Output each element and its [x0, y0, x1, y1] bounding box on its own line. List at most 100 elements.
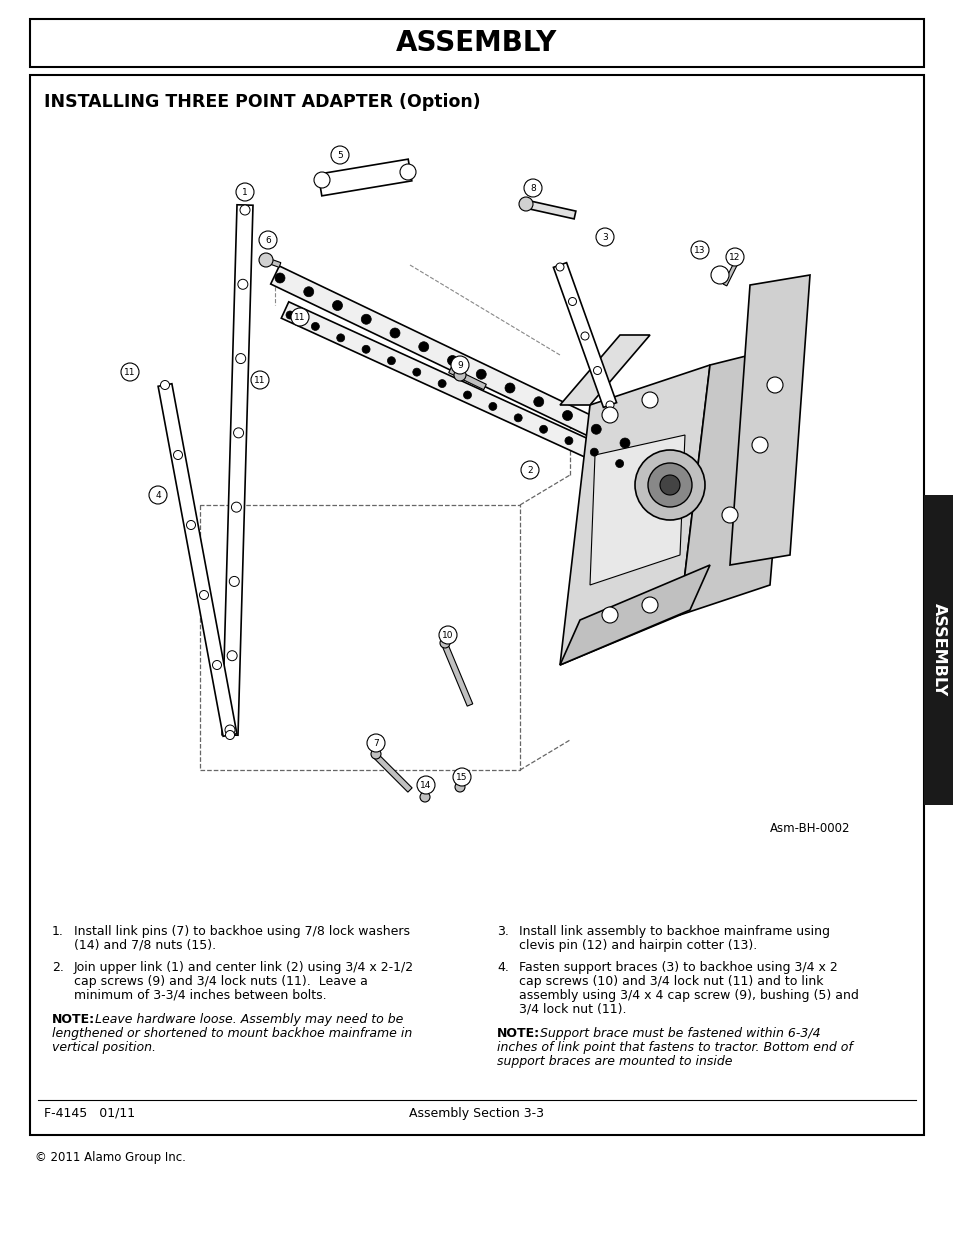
Text: 2: 2	[527, 466, 533, 474]
Circle shape	[523, 179, 541, 198]
Text: NOTE:: NOTE:	[497, 1028, 539, 1040]
Polygon shape	[559, 335, 649, 405]
Circle shape	[232, 503, 241, 513]
Text: © 2011 Alamo Group Inc.: © 2011 Alamo Group Inc.	[35, 1151, 186, 1163]
Circle shape	[766, 377, 782, 393]
Text: 11: 11	[254, 375, 266, 384]
Text: 15: 15	[456, 773, 467, 782]
Text: 4.: 4.	[497, 961, 508, 974]
Circle shape	[160, 380, 170, 389]
Circle shape	[593, 367, 601, 374]
Circle shape	[199, 590, 209, 599]
Circle shape	[556, 263, 563, 270]
Circle shape	[438, 626, 456, 643]
Polygon shape	[589, 435, 684, 585]
Circle shape	[186, 520, 195, 530]
Text: assembly using 3/4 x 4 cap screw (9), bushing (5) and: assembly using 3/4 x 4 cap screw (9), bu…	[518, 989, 858, 1002]
Text: Install link assembly to backhoe mainframe using: Install link assembly to backhoe mainfra…	[518, 925, 829, 939]
Circle shape	[539, 425, 547, 433]
Bar	[30, 75, 923, 1135]
Text: 3: 3	[601, 232, 607, 242]
Circle shape	[518, 198, 533, 211]
Circle shape	[476, 369, 486, 379]
Circle shape	[227, 651, 237, 661]
Circle shape	[619, 438, 629, 448]
Text: 13: 13	[694, 246, 705, 254]
Circle shape	[596, 228, 614, 246]
Circle shape	[258, 253, 273, 267]
Circle shape	[591, 425, 600, 435]
Text: (14) and 7/8 nuts (15).: (14) and 7/8 nuts (15).	[74, 939, 216, 952]
Bar	[30, 19, 923, 67]
Circle shape	[564, 437, 573, 445]
Text: clevis pin (12) and hairpin cotter (13).: clevis pin (12) and hairpin cotter (13).	[518, 939, 757, 952]
Circle shape	[336, 333, 344, 342]
Text: 4: 4	[155, 490, 161, 499]
Circle shape	[331, 146, 349, 164]
Circle shape	[640, 471, 648, 479]
Polygon shape	[553, 263, 616, 408]
Text: support braces are mounted to inside: support braces are mounted to inside	[497, 1055, 732, 1068]
Circle shape	[314, 172, 330, 188]
Text: 12: 12	[728, 252, 740, 262]
Text: 9: 9	[456, 361, 462, 369]
Circle shape	[173, 451, 182, 459]
Circle shape	[274, 273, 285, 283]
Circle shape	[416, 776, 435, 794]
Text: ASSEMBLY: ASSEMBLY	[395, 28, 558, 57]
Text: F-4145   01/11: F-4145 01/11	[44, 1107, 135, 1119]
Text: 3/4 lock nut (11).: 3/4 lock nut (11).	[518, 1003, 626, 1016]
Circle shape	[533, 396, 543, 406]
Polygon shape	[318, 159, 412, 196]
Circle shape	[251, 370, 269, 389]
Circle shape	[690, 241, 708, 259]
Text: Assembly Section 3-3: Assembly Section 3-3	[409, 1107, 544, 1119]
Text: Fasten support braces (3) to backhoe using 3/4 x 2: Fasten support braces (3) to backhoe usi…	[518, 961, 837, 974]
Circle shape	[601, 408, 618, 424]
Circle shape	[504, 383, 515, 393]
Polygon shape	[442, 643, 473, 706]
Polygon shape	[158, 384, 236, 736]
Circle shape	[233, 427, 243, 438]
Text: 5: 5	[336, 151, 342, 159]
Circle shape	[562, 410, 572, 420]
Circle shape	[463, 391, 471, 399]
Circle shape	[455, 782, 464, 792]
Circle shape	[225, 730, 234, 740]
Text: 14: 14	[420, 781, 432, 789]
Text: cap screws (9) and 3/4 lock nuts (11).  Leave a: cap screws (9) and 3/4 lock nuts (11). L…	[74, 974, 368, 988]
Text: Asm-BH-0002: Asm-BH-0002	[769, 823, 849, 835]
Circle shape	[647, 463, 691, 508]
Circle shape	[605, 401, 614, 409]
Polygon shape	[729, 275, 809, 564]
Text: 3.: 3.	[497, 925, 508, 939]
Circle shape	[258, 231, 276, 249]
Circle shape	[568, 298, 576, 305]
Text: 2.: 2.	[52, 961, 64, 974]
Text: inches of link point that fastens to tractor. Bottom end of: inches of link point that fastens to tra…	[497, 1041, 852, 1053]
Circle shape	[641, 391, 658, 408]
Circle shape	[213, 661, 221, 669]
Circle shape	[437, 379, 446, 388]
Circle shape	[367, 734, 385, 752]
Circle shape	[229, 577, 239, 587]
Circle shape	[291, 308, 309, 326]
Polygon shape	[559, 366, 709, 664]
Circle shape	[453, 768, 471, 785]
Circle shape	[237, 279, 248, 289]
Circle shape	[590, 448, 598, 456]
Text: 11: 11	[124, 368, 135, 377]
Circle shape	[454, 369, 465, 382]
Circle shape	[333, 300, 342, 310]
Circle shape	[641, 597, 658, 613]
Circle shape	[725, 248, 743, 266]
Circle shape	[311, 322, 319, 331]
Polygon shape	[529, 201, 576, 219]
Circle shape	[488, 403, 497, 410]
Circle shape	[447, 356, 457, 366]
Circle shape	[635, 450, 704, 520]
Circle shape	[580, 332, 588, 340]
Circle shape	[659, 475, 679, 495]
Circle shape	[710, 266, 728, 284]
Polygon shape	[679, 345, 789, 615]
